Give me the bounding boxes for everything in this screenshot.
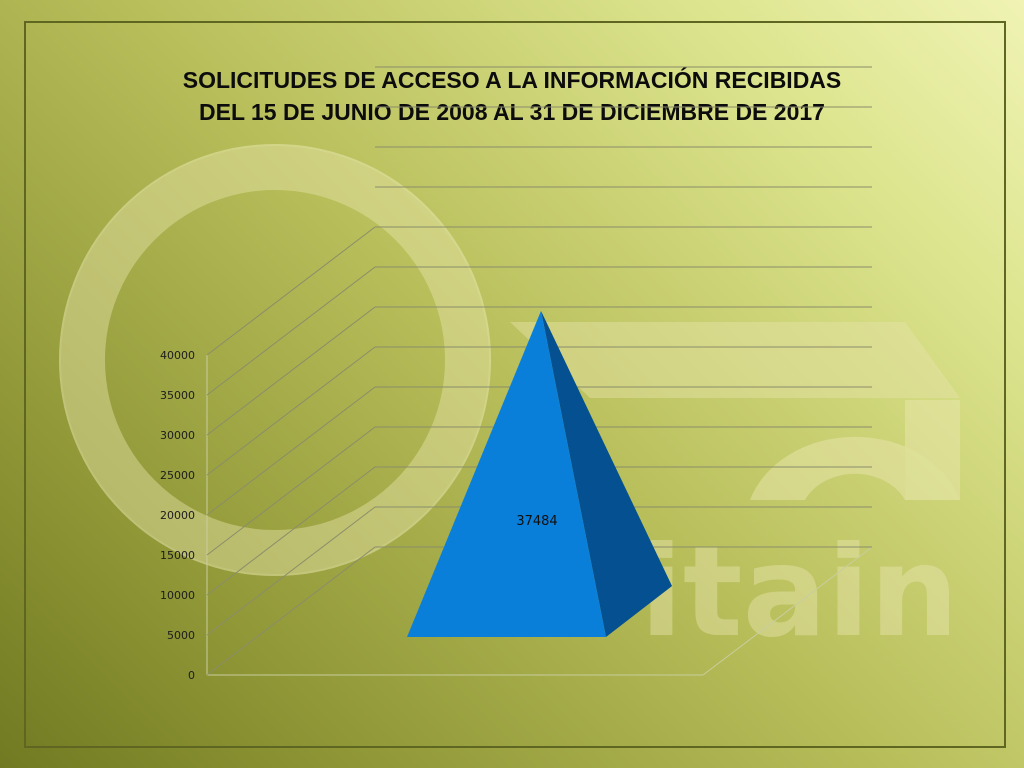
itaih-logo-watermark-icon: itain — [59, 144, 960, 665]
gridline-diagonal — [206, 226, 376, 356]
gridlines — [206, 66, 873, 676]
pyramid-side-face — [541, 310, 672, 637]
gridline-diagonal — [206, 426, 376, 556]
chart-title-line-2: DEL 15 DE JUNIO DE 2008 AL 31 DE DICIEMB… — [199, 99, 825, 125]
gridline-diagonal — [206, 266, 376, 396]
y-tick-label: 10000 — [160, 589, 195, 602]
y-tick-label: 35000 — [160, 389, 195, 402]
gridline-diagonal — [206, 306, 376, 436]
y-tick-label: 5000 — [167, 629, 195, 642]
chart-title: SOLICITUDES DE ACCESO A LA INFORMACIÓN R… — [60, 64, 964, 128]
chart-title-line-1: SOLICITUDES DE ACCESO A LA INFORMACIÓN R… — [182, 67, 842, 93]
y-tick-label: 0 — [188, 669, 195, 682]
gridline-diagonal — [206, 346, 376, 476]
y-tick-label: 30000 — [160, 429, 195, 442]
y-tick-label: 40000 — [160, 349, 195, 362]
gridline-diagonal — [206, 386, 376, 516]
data-label: 37484 — [516, 514, 557, 529]
pyramid-front-face — [407, 310, 606, 637]
y-tick-label: 25000 — [160, 469, 195, 482]
gridline-diagonal — [206, 506, 376, 636]
gridline-diagonal — [206, 466, 376, 596]
y-axis-ticks: 0 5000 10000 15000 20000 25000 30000 35000 40000 — [160, 349, 195, 682]
floor-right-edge — [702, 546, 873, 676]
svg-text:itain: itain — [640, 520, 959, 665]
y-tick-label: 20000 — [160, 509, 195, 522]
slide-frame — [24, 21, 1006, 748]
gridline-diagonal — [206, 546, 376, 676]
chart-marks: 37484 — [407, 310, 672, 637]
y-tick-label: 15000 — [160, 549, 195, 562]
